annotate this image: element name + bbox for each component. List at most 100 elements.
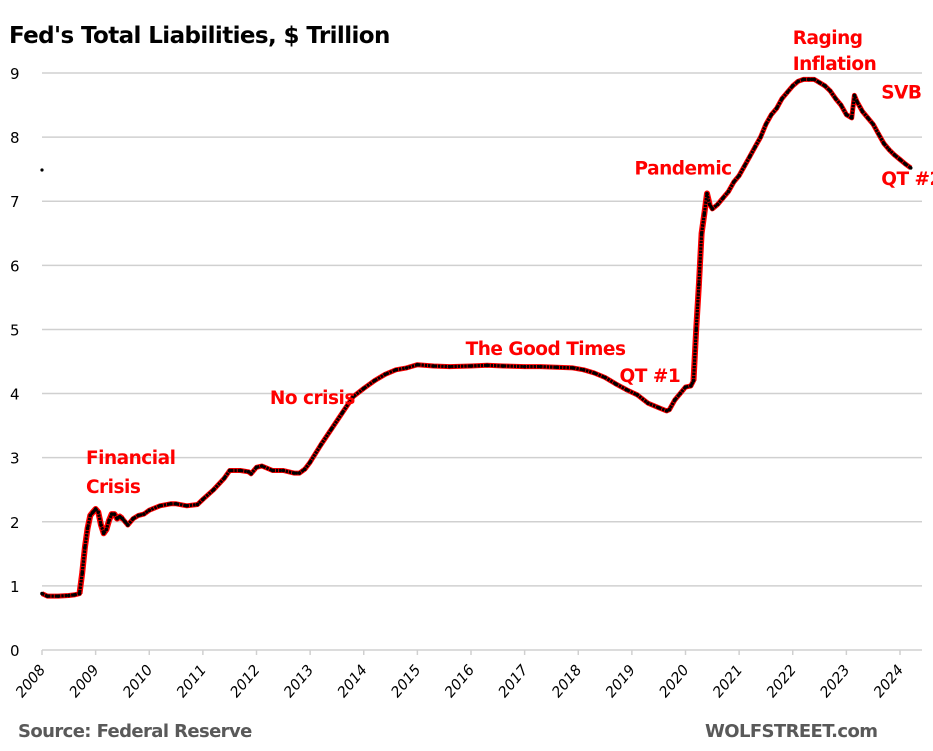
annotation-label: QT #1	[620, 366, 681, 387]
data-point	[174, 502, 178, 506]
data-point	[447, 364, 452, 369]
data-point	[85, 526, 90, 530]
x-axis-ticks: 2008 2009 2010 2011 2012 2013 2014 2015 2016 2017…	[13, 650, 907, 701]
data-point	[823, 84, 827, 88]
data-point	[308, 460, 312, 464]
x-tick-label: 2018	[549, 662, 585, 701]
data-point	[726, 189, 731, 194]
y-tick-label: 2	[10, 514, 20, 532]
data-point	[866, 116, 870, 120]
data-point	[753, 144, 758, 149]
data-point	[699, 231, 704, 236]
data-point	[646, 401, 650, 405]
x-tick-label: 2024	[871, 662, 907, 701]
data-point	[715, 202, 720, 207]
x-tick-label: 2016	[442, 662, 478, 701]
data-point	[817, 80, 822, 85]
y-tick-label: 9	[10, 65, 20, 83]
data-point	[758, 135, 763, 139]
series-line-underlay	[40, 76, 913, 599]
data-point	[184, 503, 189, 508]
data-point	[249, 471, 253, 476]
data-point	[581, 368, 586, 372]
data-point	[404, 366, 409, 370]
data-point	[844, 112, 849, 117]
annotation-label: QT #2	[881, 169, 933, 190]
annotation-label: Crisis	[86, 477, 141, 498]
data-point	[828, 89, 833, 93]
chart-title: Fed's Total Liabilities, $ Trillion	[9, 23, 390, 49]
data-point	[882, 141, 886, 146]
data-point	[807, 77, 811, 82]
x-tick-label: 2020	[657, 662, 693, 701]
data-point	[603, 375, 607, 380]
data-point	[45, 594, 50, 598]
data-point	[839, 103, 843, 107]
series-layer	[40, 76, 913, 599]
annotation-label: The Good Times	[466, 339, 626, 360]
data-point	[855, 100, 859, 104]
data-point	[801, 77, 806, 82]
data-point	[876, 132, 881, 136]
x-tick-label: 2009	[67, 662, 103, 701]
data-point	[522, 364, 527, 369]
data-point	[136, 513, 141, 518]
y-tick-label: 8	[10, 129, 20, 147]
data-point	[67, 593, 71, 598]
data-point	[72, 593, 76, 597]
data-point	[168, 502, 173, 506]
data-point	[538, 364, 543, 369]
x-tick-label: 2019	[603, 662, 639, 701]
data-point	[80, 571, 85, 575]
data-point	[833, 96, 838, 101]
data-point	[99, 523, 103, 527]
data-point	[737, 173, 741, 178]
data-point	[112, 512, 117, 516]
data-point	[892, 153, 897, 157]
data-point	[104, 527, 109, 532]
data-point	[117, 514, 122, 519]
data-point	[780, 96, 784, 101]
data-point	[852, 93, 857, 98]
data-point	[142, 512, 146, 516]
data-point	[96, 510, 101, 514]
data-point	[903, 162, 908, 166]
data-point	[109, 512, 114, 516]
data-point	[201, 497, 205, 502]
data-point	[748, 154, 752, 159]
data-point	[908, 166, 913, 170]
data-point	[297, 471, 302, 475]
annotation-label: SVB	[881, 83, 921, 104]
data-point	[555, 365, 559, 370]
source-note: Source: Federal Reserve	[18, 721, 252, 742]
data-point	[764, 122, 768, 127]
gridlines	[42, 72, 922, 651]
data-point	[238, 468, 243, 473]
data-point	[707, 202, 712, 207]
data-point	[91, 510, 95, 514]
data-point	[769, 112, 774, 117]
data-point	[469, 364, 473, 368]
data-point	[93, 507, 98, 511]
data-point	[383, 372, 388, 377]
data-point	[592, 371, 597, 375]
data-point	[613, 382, 618, 386]
data-point	[372, 378, 377, 383]
data-point	[40, 591, 44, 596]
y-tick-label: 4	[10, 386, 20, 404]
data-point	[689, 384, 693, 388]
stray-marker	[40, 168, 44, 172]
data-point	[683, 385, 688, 389]
y-tick-label: 5	[10, 321, 20, 339]
data-point	[195, 502, 200, 507]
data-point	[147, 508, 152, 513]
data-point	[254, 465, 259, 470]
data-point	[672, 398, 677, 402]
data-point	[796, 79, 800, 84]
data-point	[691, 378, 696, 383]
data-point	[222, 476, 227, 480]
data-point	[101, 531, 106, 536]
annotation-label: Pandemic	[635, 158, 732, 179]
data-point	[721, 196, 725, 200]
